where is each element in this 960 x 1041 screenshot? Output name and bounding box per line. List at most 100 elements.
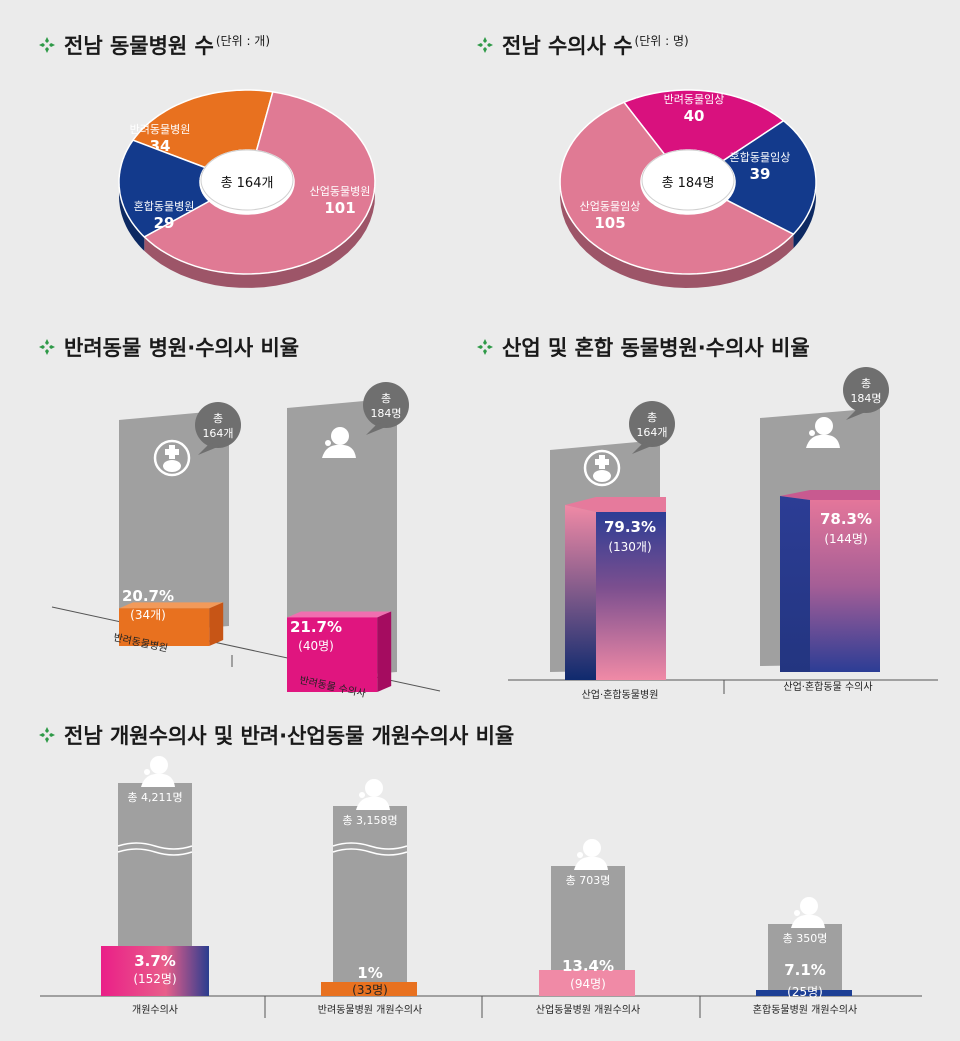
total-label: 총 703명 bbox=[566, 874, 611, 887]
slice-label: 반려동물임상 bbox=[664, 93, 725, 106]
bar-top-face bbox=[780, 490, 880, 500]
pet-ratio-chart: 20.7%(34개)21.7%(40명)총164개총184명반려동물병원반려동물… bbox=[51, 382, 441, 700]
total-bubble bbox=[366, 423, 388, 435]
vet-person-icon bbox=[791, 914, 825, 928]
ind-ratio-chart: 79.3% (130개) 78.3% (144명) 총 164개 총 184명산업·혼합동물병… bbox=[508, 367, 938, 701]
slice-value: 105 bbox=[594, 214, 625, 232]
bar-value-label: 7.1% bbox=[784, 961, 826, 979]
bar-fill bbox=[321, 982, 417, 996]
bar-top-face bbox=[119, 602, 224, 609]
vet-person-icon bbox=[583, 839, 601, 857]
donut-side-wall bbox=[119, 140, 145, 251]
vets-title-text: 전남 수의사 수 bbox=[502, 34, 633, 58]
bar-count-label: (34개) bbox=[130, 608, 166, 622]
bar-count-label: (94명) bbox=[570, 977, 606, 991]
open-ratio-title: 전남 개원수의사 및 반려·산업동물 개원수의사 비율 bbox=[38, 720, 514, 750]
green-cross-icon bbox=[477, 339, 493, 355]
total-panel bbox=[768, 924, 842, 996]
total-bubble bbox=[632, 442, 654, 454]
total-bubble bbox=[843, 367, 889, 413]
bar-count-label: (33명) bbox=[352, 983, 388, 997]
total-bubble bbox=[846, 408, 868, 420]
total-label: 총 3,158명 bbox=[342, 814, 397, 827]
bar-top-face bbox=[287, 611, 392, 618]
bar-category-label: 산업·혼합동물병원 bbox=[582, 688, 659, 701]
axis-break bbox=[117, 848, 193, 856]
total-bubble bbox=[363, 382, 409, 428]
bar-front-face bbox=[810, 500, 880, 672]
bar-front-face bbox=[596, 512, 666, 680]
bar-top-face bbox=[565, 497, 666, 512]
hospital-pet-icon bbox=[595, 459, 609, 465]
vet-person-icon bbox=[800, 897, 818, 915]
axis-break bbox=[332, 842, 408, 850]
vet-person-icon bbox=[574, 856, 608, 870]
donut-center-rim bbox=[641, 149, 735, 211]
bar-side-face bbox=[377, 611, 392, 692]
donut-center bbox=[200, 150, 294, 214]
slice-value: 101 bbox=[324, 199, 355, 217]
bar-side-face bbox=[209, 602, 224, 646]
bar-side-face bbox=[780, 496, 810, 672]
vet-person-icon bbox=[359, 792, 365, 798]
total-panel bbox=[119, 410, 229, 634]
vet-person-icon bbox=[331, 427, 349, 445]
bar-front-face bbox=[287, 617, 378, 692]
hospital-pet-icon bbox=[153, 439, 191, 477]
vet-person-icon bbox=[150, 756, 168, 774]
vet-person-icon bbox=[815, 417, 833, 435]
total-bubble-text: 총 bbox=[647, 411, 657, 424]
total-bubble-text: 164개 bbox=[636, 426, 667, 439]
hospital-pet-icon bbox=[583, 449, 621, 487]
vet-person-icon bbox=[144, 769, 150, 775]
hospitals-unit: (단위 : 개) bbox=[215, 33, 271, 48]
pet-ratio-title-text: 반려동물 병원·수의사 비율 bbox=[64, 336, 300, 360]
bar-front-face bbox=[119, 608, 210, 646]
bar-value-label: 79.3% bbox=[604, 518, 656, 536]
green-cross-icon bbox=[39, 727, 55, 743]
donut-center-label: 총 164개 bbox=[221, 176, 274, 191]
green-cross-icon bbox=[39, 37, 55, 53]
donut-center-label: 총 184명 bbox=[662, 176, 715, 191]
open-ratio-title-text: 전남 개원수의사 및 반려·산업동물 개원수의사 비율 bbox=[64, 724, 515, 748]
bar-count-label: (144명) bbox=[824, 532, 867, 546]
bar-value-label: 78.3% bbox=[820, 510, 872, 528]
hospitals-title-text: 전남 동물병원 수 bbox=[64, 34, 214, 58]
green-cross-icon bbox=[477, 37, 493, 53]
slice-value: 40 bbox=[684, 107, 705, 125]
vet-person-icon bbox=[809, 430, 815, 436]
bar-fill bbox=[756, 990, 852, 996]
slice-label: 혼합동물병원 bbox=[134, 200, 195, 213]
total-bubble bbox=[629, 401, 675, 447]
bar-value-label: 3.7% bbox=[134, 952, 176, 970]
vet-person-icon bbox=[365, 779, 383, 797]
bar-value-label: 1% bbox=[357, 964, 382, 982]
vet-person-icon bbox=[806, 434, 840, 448]
vet-person-icon bbox=[322, 444, 356, 458]
vet-person-icon bbox=[794, 910, 800, 916]
hospital-pet-icon bbox=[165, 449, 179, 455]
bar-fill bbox=[539, 970, 635, 996]
bar-category-label: 산업동물병원 개원수의사 bbox=[536, 1003, 640, 1016]
bar-fill bbox=[101, 946, 209, 996]
slice-label: 혼합동물임상 bbox=[730, 151, 791, 164]
total-bubble-text: 184명 bbox=[370, 407, 401, 420]
bar-value-label: 20.7% bbox=[122, 587, 174, 605]
pet-ratio-title: 반려동물 병원·수의사 비율 bbox=[38, 332, 299, 362]
total-bubble bbox=[195, 402, 241, 448]
bar-count-label: (130개) bbox=[608, 540, 651, 554]
hospital-pet-icon bbox=[163, 460, 181, 472]
bar-count-label: (152명) bbox=[133, 972, 176, 986]
vet-person-icon bbox=[141, 773, 175, 787]
total-bubble-text: 164개 bbox=[202, 427, 233, 440]
total-bubble-text: 총 bbox=[861, 377, 871, 390]
vet-person-icon bbox=[325, 440, 331, 446]
slice-value: 29 bbox=[154, 214, 175, 232]
hospitals-title: 전남 동물병원 수 (단위 : 개) bbox=[38, 30, 270, 60]
open-ratio-chart: 총 4,211명 3.7% (152명) 개원수의사 총 3,158명 1%(33명) 반려… bbox=[40, 756, 922, 1018]
donut-center-rim bbox=[200, 149, 294, 211]
total-panel bbox=[287, 398, 397, 680]
